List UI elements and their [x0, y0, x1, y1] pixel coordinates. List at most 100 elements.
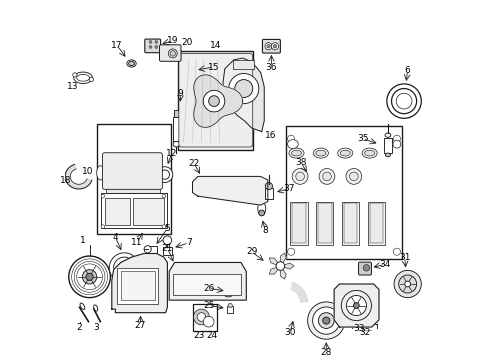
Text: 28: 28 [320, 348, 331, 357]
Text: 38: 38 [295, 158, 306, 167]
Bar [341, 202, 359, 244]
Circle shape [208, 96, 219, 107]
Polygon shape [269, 266, 280, 274]
Ellipse shape [77, 75, 89, 81]
Circle shape [109, 253, 139, 283]
Circle shape [149, 41, 152, 43]
Bar [117, 268, 158, 304]
Bar [172, 117, 180, 140]
Bar [192, 304, 217, 330]
Circle shape [120, 264, 128, 272]
Bar [369, 203, 383, 243]
Circle shape [276, 262, 284, 270]
Circle shape [404, 281, 410, 287]
Text: 30: 30 [284, 328, 295, 337]
Text: 19: 19 [167, 36, 178, 45]
Ellipse shape [94, 305, 98, 311]
Circle shape [386, 84, 421, 118]
Polygon shape [169, 262, 246, 300]
FancyBboxPatch shape [262, 40, 280, 53]
Circle shape [363, 265, 369, 271]
Circle shape [349, 172, 357, 181]
Polygon shape [112, 253, 167, 313]
Circle shape [353, 303, 359, 309]
Circle shape [74, 261, 105, 292]
Circle shape [295, 172, 304, 181]
Ellipse shape [352, 307, 369, 319]
Text: 20: 20 [182, 38, 193, 47]
Circle shape [292, 168, 307, 184]
Text: 32: 32 [358, 328, 369, 337]
Text: 16: 16 [265, 131, 276, 140]
Circle shape [162, 194, 165, 198]
Circle shape [144, 246, 151, 253]
Ellipse shape [291, 150, 301, 156]
Ellipse shape [362, 148, 376, 158]
Text: 6: 6 [404, 66, 410, 75]
Text: 4: 4 [112, 233, 118, 242]
Ellipse shape [97, 166, 104, 180]
Text: 33: 33 [353, 324, 364, 333]
Text: 2: 2 [77, 323, 82, 332]
Bar [316, 202, 333, 244]
Wedge shape [193, 309, 209, 325]
Text: 29: 29 [245, 247, 257, 256]
Circle shape [346, 168, 361, 184]
Bar [97, 125, 171, 234]
Circle shape [72, 259, 107, 295]
Circle shape [322, 317, 329, 324]
Circle shape [234, 80, 252, 98]
Ellipse shape [80, 303, 84, 310]
FancyBboxPatch shape [102, 153, 162, 189]
Ellipse shape [392, 140, 400, 148]
Bar [101, 193, 167, 228]
FancyBboxPatch shape [358, 262, 371, 275]
Bar [104, 198, 129, 225]
Text: 31: 31 [398, 253, 410, 262]
Circle shape [322, 172, 330, 181]
Polygon shape [290, 283, 306, 302]
Ellipse shape [173, 141, 179, 147]
Text: 22: 22 [188, 159, 200, 168]
Bar [367, 202, 384, 244]
Bar [383, 138, 391, 153]
Ellipse shape [257, 202, 265, 216]
Circle shape [391, 89, 416, 114]
Circle shape [346, 296, 366, 316]
Circle shape [271, 42, 278, 50]
Text: 25: 25 [203, 301, 214, 310]
Circle shape [395, 93, 411, 109]
Circle shape [101, 225, 104, 228]
Bar [147, 246, 156, 253]
Circle shape [228, 73, 258, 104]
Text: 18: 18 [60, 176, 72, 185]
Circle shape [142, 160, 153, 171]
Text: 17: 17 [111, 41, 122, 50]
Circle shape [89, 77, 93, 82]
Circle shape [266, 44, 270, 48]
Text: 24: 24 [206, 332, 217, 341]
Bar [285, 126, 402, 259]
Circle shape [222, 285, 234, 297]
Ellipse shape [355, 309, 366, 316]
Ellipse shape [126, 60, 136, 67]
Ellipse shape [128, 61, 134, 66]
Circle shape [264, 42, 271, 50]
Circle shape [160, 170, 169, 179]
Bar [290, 202, 307, 244]
Bar [227, 306, 233, 313]
Text: 5: 5 [164, 224, 170, 233]
Circle shape [127, 163, 133, 168]
Bar [343, 203, 357, 243]
Text: 1: 1 [80, 237, 86, 246]
Circle shape [398, 275, 416, 293]
Circle shape [287, 135, 294, 142]
Circle shape [393, 270, 421, 298]
Ellipse shape [385, 153, 389, 157]
Bar [172, 274, 241, 296]
Text: 34: 34 [379, 260, 390, 269]
Ellipse shape [364, 150, 374, 156]
Circle shape [227, 303, 232, 308]
Circle shape [287, 248, 294, 255]
Polygon shape [223, 58, 264, 132]
